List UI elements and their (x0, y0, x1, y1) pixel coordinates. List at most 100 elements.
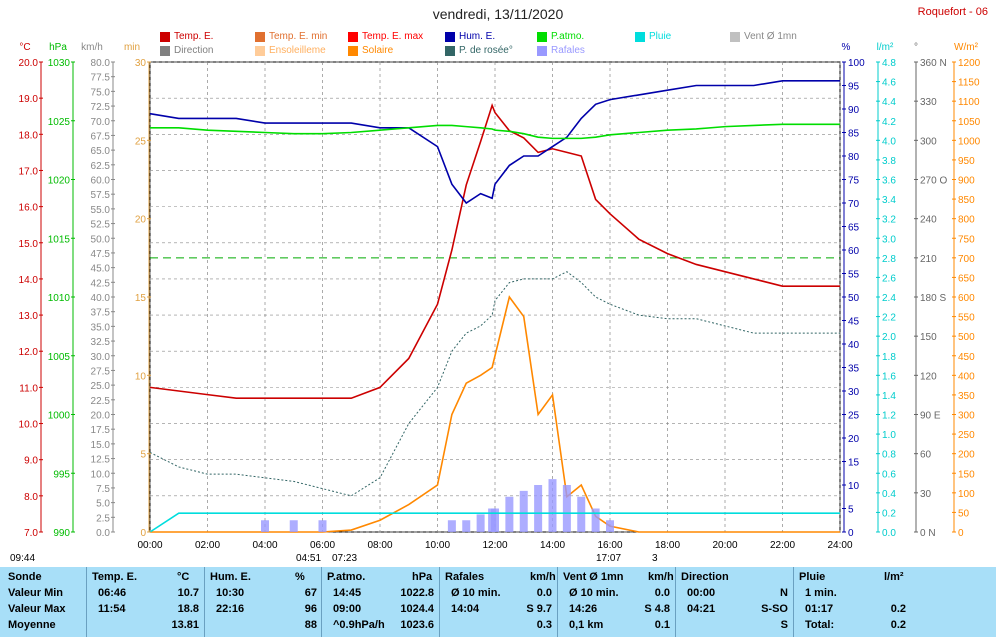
dir-axis-tick: 90 E (920, 411, 941, 422)
hum-axis-tick: 5 (848, 505, 854, 516)
table-cell-time: 1 min. (805, 587, 837, 599)
wind-axis-tick: 65.0 (91, 146, 111, 157)
wind-axis-tick: 70.0 (91, 117, 111, 128)
table-cell-time: 14:45 (333, 587, 362, 599)
hum-axis-tick: 70 (848, 199, 860, 210)
gust-bar (591, 508, 600, 532)
wind-axis-tick: 72.5 (91, 102, 111, 113)
x-tick-label: 08:00 (367, 540, 392, 551)
table-cell-time: 01:17 (805, 603, 834, 615)
hum-axis-unit: % (842, 42, 851, 53)
series-line (149, 103, 840, 400)
table-cell-value: 0.2 (890, 619, 906, 631)
solar-axis-tick: 100 (958, 489, 975, 500)
sun-marker-label: 07:23 (332, 553, 357, 564)
series-line (150, 295, 840, 533)
rain-axis-tick: 2.4 (882, 293, 896, 304)
rain-axis-tick: 2.6 (882, 273, 896, 284)
stats-table: Sonde Valeur Min Valeur Max Moyenne Temp. E.… (0, 567, 996, 637)
hum-axis-tick: 75 (848, 176, 860, 187)
dir-axis-tick: 150 (920, 332, 937, 343)
x-tick-label: 12:00 (482, 540, 507, 551)
temp-axis-tick: 10.0 (19, 420, 39, 431)
min-axis-tick: 5 (140, 450, 146, 461)
solar-axis-tick: 800 (958, 215, 975, 226)
dir-axis-tick: 330 (920, 97, 937, 108)
solar-axis-tick: 650 (958, 273, 975, 284)
table-cell-value: S 9.7 (526, 603, 552, 615)
press-axis-tick: 1005 (48, 352, 71, 363)
gust-bar (606, 520, 614, 532)
wind-axis-tick: 10.0 (91, 469, 111, 480)
temp-axis-tick: 8.0 (24, 492, 38, 503)
hum-axis-tick: 55 (848, 270, 860, 281)
legend-label: P. de rosée° (459, 45, 513, 56)
hum-axis-tick: 80 (848, 152, 860, 163)
series-line (149, 80, 840, 205)
press-axis-tick: 990 (53, 528, 70, 539)
chart-title: vendredi, 13/11/2020 (432, 6, 564, 22)
rain-axis-tick: 0.4 (882, 489, 896, 500)
x-tick-label: 00:00 (137, 540, 162, 551)
rain-axis-tick: 3.4 (882, 195, 896, 206)
x-tick-label: 04:00 (252, 540, 277, 551)
legend-item: Hum. E. (445, 31, 495, 43)
gust-bar (577, 496, 586, 532)
dir-axis-tick: 0 N (920, 528, 936, 539)
chart-grid (149, 61, 841, 533)
table-cell-time: 06:46 (98, 587, 127, 599)
temp-axis-unit: °C (19, 42, 30, 53)
rain-axis-tick: 3.0 (882, 234, 896, 245)
dir-axis-tick: 240 (920, 215, 937, 226)
rain-axis-tick: 1.6 (882, 371, 896, 382)
temp-axis-tick: 14.0 (19, 275, 39, 286)
table-cell-time: 09:00 (333, 603, 362, 615)
solar-axis-tick: 0 (958, 528, 964, 539)
rain-axis-tick: 3.6 (882, 176, 896, 187)
rain-axis-tick: 2.8 (882, 254, 896, 265)
wind-axis-tick: 55.0 (91, 205, 111, 216)
table-col-title: Temp. E. (92, 571, 138, 583)
min-axis-tick: 0 (140, 528, 146, 539)
wind-axis-tick: 80.0 (91, 58, 111, 69)
table-cell-value: 0.3 (536, 619, 552, 631)
table-cell-value: N (780, 587, 788, 599)
press-axis-tick: 995 (53, 469, 70, 480)
table-col-title: Pluie (799, 571, 826, 583)
hum-axis-tick: 15 (848, 458, 860, 469)
table-col-title: Vent Ø 1mn (563, 571, 624, 583)
legend-swatch (730, 32, 740, 42)
table-cell-time: Ø 10 min. (569, 587, 619, 599)
legend-swatch (635, 32, 645, 42)
table-col-unit: % (295, 571, 305, 583)
x-tick-label: 22:00 (770, 540, 795, 551)
table-cell-time: 14:04 (451, 603, 480, 615)
legend-swatch (445, 32, 455, 42)
wind-axis-tick: 45.0 (91, 264, 111, 275)
gust-bar (261, 520, 269, 532)
solar-axis-tick: 1200 (958, 58, 981, 69)
temp-axis-tick: 12.0 (19, 347, 39, 358)
solar-axis-tick: 1100 (958, 97, 980, 108)
gust-bar (505, 496, 514, 532)
solar-axis-tick: 300 (958, 411, 975, 422)
solar-axis-tick: 700 (958, 254, 975, 265)
wind-axis-tick: 35.0 (91, 322, 111, 333)
table-cell-value: 13.81 (171, 619, 199, 631)
table-col-unit: °C (177, 571, 190, 583)
legend-label: Ensoleilleme (269, 45, 326, 56)
legend-label: Temp. E. max (362, 31, 424, 42)
table-cell-time: 04:21 (687, 603, 716, 615)
table-cell-time: Ø 10 min. (451, 587, 501, 599)
wind-axis-tick: 20.0 (91, 411, 111, 422)
solar-axis-tick: 850 (958, 195, 975, 206)
wind-axis-tick: 42.5 (91, 278, 111, 289)
table-cell-time: Total: (805, 619, 835, 631)
table-cell-value: 1023.6 (400, 619, 434, 631)
dir-axis-tick: 30 (920, 489, 932, 500)
legend-label: Temp. E. min (269, 31, 328, 42)
table-cell-value: S 4.8 (644, 603, 670, 615)
solar-axis-tick: 200 (958, 450, 975, 461)
min-axis-unit: min (124, 42, 140, 53)
temp-axis-tick: 13.0 (19, 311, 39, 322)
